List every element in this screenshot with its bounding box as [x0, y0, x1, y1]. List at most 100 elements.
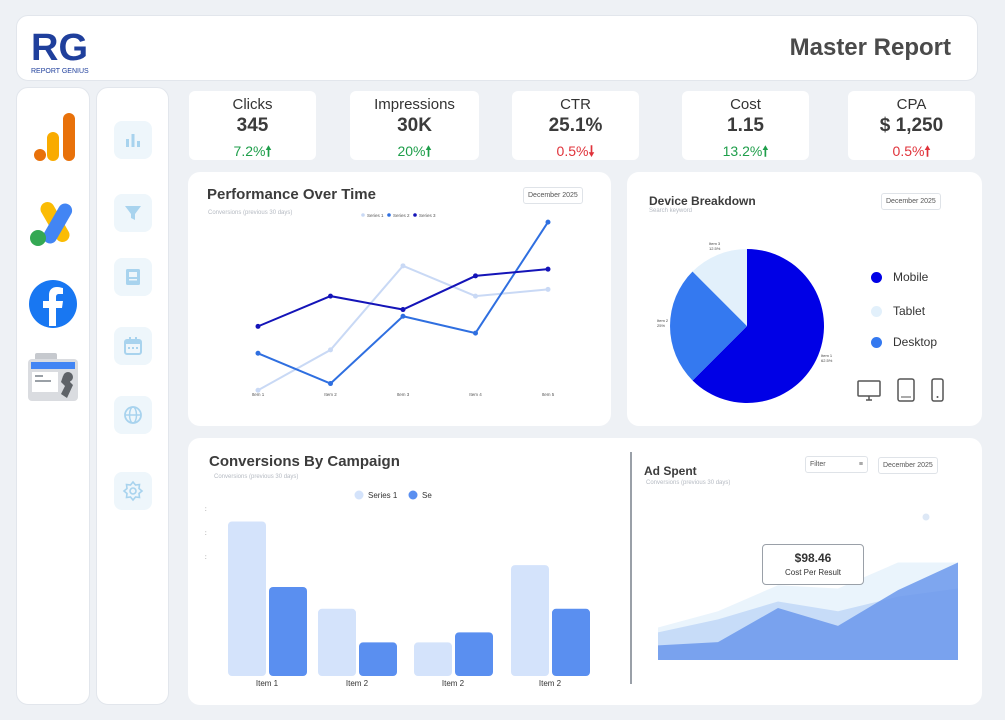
- kpi-card-impressions: Impressions 30K 20%🠕: [350, 91, 479, 160]
- legend-swatch: [361, 213, 365, 217]
- pie-slice: [692, 249, 747, 326]
- data-point: [328, 347, 333, 353]
- google-ads-icon[interactable]: [25, 192, 81, 248]
- bar: [455, 632, 493, 676]
- arrow-up-icon: 🠕: [762, 143, 769, 159]
- filter-label: Filter: [810, 461, 826, 468]
- kpi-label: Impressions: [374, 96, 455, 113]
- x-tick-label: Item 4: [469, 392, 482, 397]
- legend-swatch: [871, 271, 882, 283]
- kpi-delta: 20%🠕: [397, 143, 432, 159]
- kpi-card-ctr: CTR 25.1% 0.5%🠗: [512, 91, 639, 160]
- search-console-icon[interactable]: [25, 350, 81, 406]
- bar: [511, 565, 549, 676]
- arrow-up-icon: 🠕: [265, 143, 272, 159]
- x-tick-label: Item 1: [256, 679, 279, 688]
- legend-desktop: Desktop: [871, 335, 937, 349]
- ad-spent-area-chart: [658, 513, 958, 660]
- arrow-up-icon: 🠕: [924, 143, 931, 159]
- slice-label: 12.5%: [709, 246, 721, 251]
- kpi-delta: 0.5%🠗: [556, 143, 595, 159]
- data-point: [255, 387, 261, 393]
- data-point: [473, 273, 478, 279]
- legend-swatch: [871, 305, 882, 317]
- cost-per-result-tooltip: $98.46 Cost Per Result: [762, 544, 864, 585]
- bar-chart-icon[interactable]: [114, 121, 152, 159]
- data-point: [328, 381, 333, 387]
- svg-text:RG: RG: [31, 27, 88, 69]
- legend-swatch: [354, 490, 364, 500]
- data-point: [473, 293, 478, 299]
- slice-label: Item 2: [657, 318, 669, 323]
- kpi-value: 1.15: [727, 115, 764, 136]
- performance-line-chart: Series 1 Series 2 Series 3 Item 1 Item 2 Item…: [252, 213, 555, 397]
- legend-mobile: Mobile: [871, 270, 928, 284]
- pie-slice: [692, 249, 824, 403]
- x-tick-label: Item 2: [324, 392, 337, 397]
- globe-icon[interactable]: [114, 396, 152, 434]
- kpi-card-cost: Cost 1.15 13.2%🠕: [682, 91, 809, 160]
- data-point: [400, 263, 406, 269]
- y-tick-label: :: [205, 507, 207, 513]
- legend-label: Tablet: [893, 304, 926, 318]
- bar: [228, 521, 266, 676]
- card-subtitle: Conversions (previous 30 days): [214, 474, 299, 480]
- kpi-value: 30K: [397, 115, 432, 136]
- legend-label: Mobile: [893, 270, 929, 284]
- data-source-sidebar: [16, 87, 90, 705]
- kpi-label: Clicks: [232, 96, 273, 113]
- legend-label: Se: [422, 491, 432, 500]
- date-filter[interactable]: December 2025: [523, 187, 583, 204]
- data-point: [545, 219, 551, 225]
- svg-text:REPORT GENIUS: REPORT GENIUS: [31, 68, 89, 75]
- section-divider: [630, 452, 632, 684]
- page-title: Master Report: [789, 34, 951, 61]
- card-title: Performance Over Time: [207, 186, 376, 203]
- legend-swatch: [408, 490, 418, 500]
- filter-icon[interactable]: [114, 194, 152, 232]
- header-bar: RG REPORT GENIUS Master Report: [16, 15, 978, 81]
- date-filter[interactable]: December 2025: [881, 193, 941, 210]
- slice-label: Item 3: [709, 241, 721, 246]
- settings-icon[interactable]: [114, 472, 152, 510]
- facebook-icon[interactable]: [25, 276, 81, 332]
- kpi-label: Cost: [730, 96, 761, 113]
- data-point: [255, 350, 261, 356]
- y-tick-label: :: [205, 531, 207, 537]
- performance-card: Performance Over Time Conversions (previ…: [188, 172, 611, 426]
- legend-label: Series 2: [393, 213, 410, 218]
- phone-icon: [931, 378, 944, 402]
- x-tick-label: Item 2: [539, 679, 562, 688]
- legend-swatch: [922, 513, 930, 521]
- card-title: Conversions By Campaign: [209, 453, 400, 470]
- slice-label: 25%: [657, 323, 665, 328]
- date-filter[interactable]: December 2025: [878, 457, 938, 474]
- series-line: [257, 221, 549, 385]
- kpi-label: CPA: [896, 96, 927, 113]
- x-tick-label: Item 3: [397, 392, 410, 397]
- kpi-label: CTR: [560, 96, 591, 113]
- navigation-sidebar: [96, 87, 169, 705]
- report-icon[interactable]: [114, 258, 152, 296]
- callout-value: $98.46: [794, 551, 832, 565]
- x-tick-label: Item 5: [542, 392, 555, 397]
- card-title: Device Breakdown: [649, 194, 756, 208]
- bar: [318, 608, 356, 676]
- card-title: Ad Spent: [644, 464, 697, 478]
- filter-dropdown[interactable]: Filter ≡: [805, 456, 868, 473]
- slice-label: Item 1: [821, 353, 833, 358]
- data-point: [255, 323, 261, 329]
- card-subtitle: Conversions (previous 30 days): [208, 210, 293, 216]
- calendar-icon[interactable]: [114, 327, 152, 365]
- callout-label: Cost Per Result: [784, 568, 842, 577]
- kpi-card-cpa: CPA $ 1,250 0.5%🠕: [848, 91, 975, 160]
- google-analytics-icon[interactable]: [25, 108, 81, 164]
- kpi-value: 25.1%: [548, 115, 603, 136]
- kpi-value: $ 1,250: [879, 115, 944, 136]
- kpi-card-clicks: Clicks 345 7.2%🠕: [189, 91, 316, 160]
- card-subtitle: Search keyword: [649, 208, 693, 214]
- kpi-value: 345: [236, 115, 269, 136]
- arrow-down-icon: 🠗: [588, 143, 595, 159]
- report-genius-logo[interactable]: RG REPORT GENIUS: [31, 24, 111, 76]
- data-point: [545, 266, 551, 272]
